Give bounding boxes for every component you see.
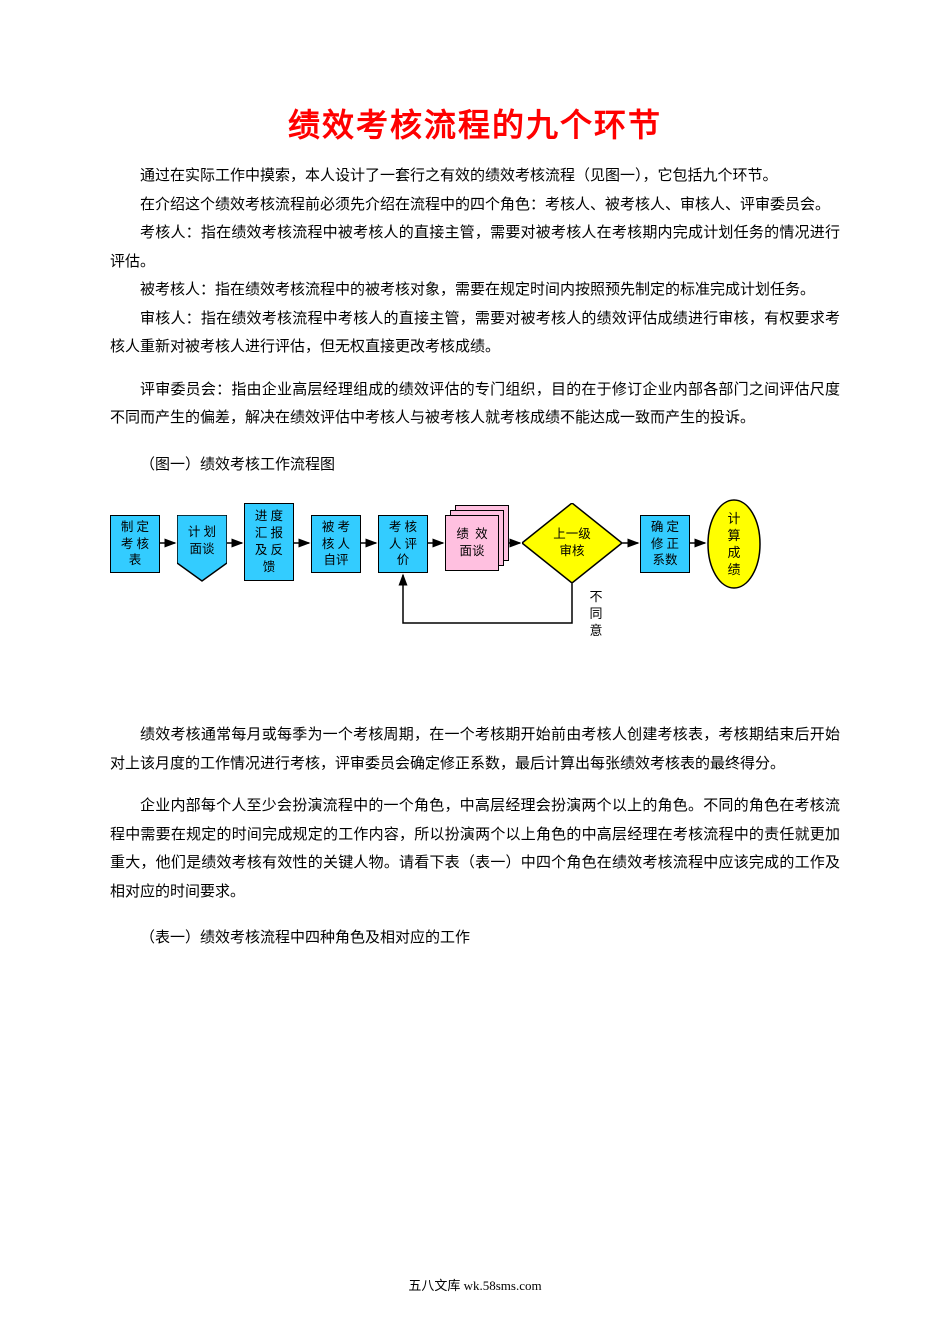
flow-node-perf-talk: 绩 效 面谈 [445,515,499,571]
flow-node-progress: 进 度 汇 报 及 反 馈 [244,503,294,581]
paragraph-5: 审核人：指在绩效考核流程中考核人的直接主管，需要对被考核人的绩效评估成绩进行审核… [110,305,840,362]
paragraph-3: 考核人：指在绩效考核流程中被考核人的直接主管，需要对被考核人在考核期内完成计划任… [110,219,840,276]
paragraph-2: 在介绍这个绩效考核流程前必须先介绍在流程中的四个角色：考核人、被考核人、审核人、… [110,191,840,220]
table-caption: （表一）绩效考核流程中四种角色及相对应的工作 [110,924,840,953]
page-title: 绩效考核流程的九个环节 [110,100,840,146]
page-footer: 五八文库 wk.58sms.com [0,1275,950,1294]
paragraph-8: 企业内部每个人至少会扮演流程中的一个角色，中高层经理会扮演两个以上的角色。不同的… [110,792,840,906]
flow-node-assessor-eval: 考 核 人 评 价 [378,515,428,573]
paragraph-7: 绩效考核通常每月或每季为一个考核周期，在一个考核期开始前由考核人创建考核表，考核… [110,721,840,778]
flow-node-create-form: 制 定 考 核 表 [110,515,160,573]
flow-node-plan-talk: 计 划 面谈 [177,515,227,567]
flow-node-self-eval: 被 考 核 人 自评 [311,515,361,573]
paragraph-6: 评审委员会：指由企业高层经理组成的绩效评估的专门组织，目的在于修订企业内部各部门… [110,376,840,433]
paragraph-1: 通过在实际工作中摸索，本人设计了一套行之有效的绩效考核流程（见图一），它包括九个… [110,162,840,191]
figure-caption: （图一）绩效考核工作流程图 [110,451,840,480]
flow-node-coefficient: 确 定 修 正 系数 [640,515,690,573]
paragraph-4: 被考核人：指在绩效考核流程中的被考核对象，需要在规定时间内按照预先制定的标准完成… [110,276,840,305]
flow-node-compute: 计算成绩 [726,511,742,579]
flow-edge-disagree-label: 不同意 [588,589,604,640]
flow-node-perf-talk-stack: 绩 效 面谈 [445,505,509,575]
flowchart: 制 定 考 核 表 计 划 面谈 进 度 汇 报 及 反 馈 被 考 核 人 自… [110,493,840,693]
flow-node-review: 上一级 审核 [522,521,622,565]
